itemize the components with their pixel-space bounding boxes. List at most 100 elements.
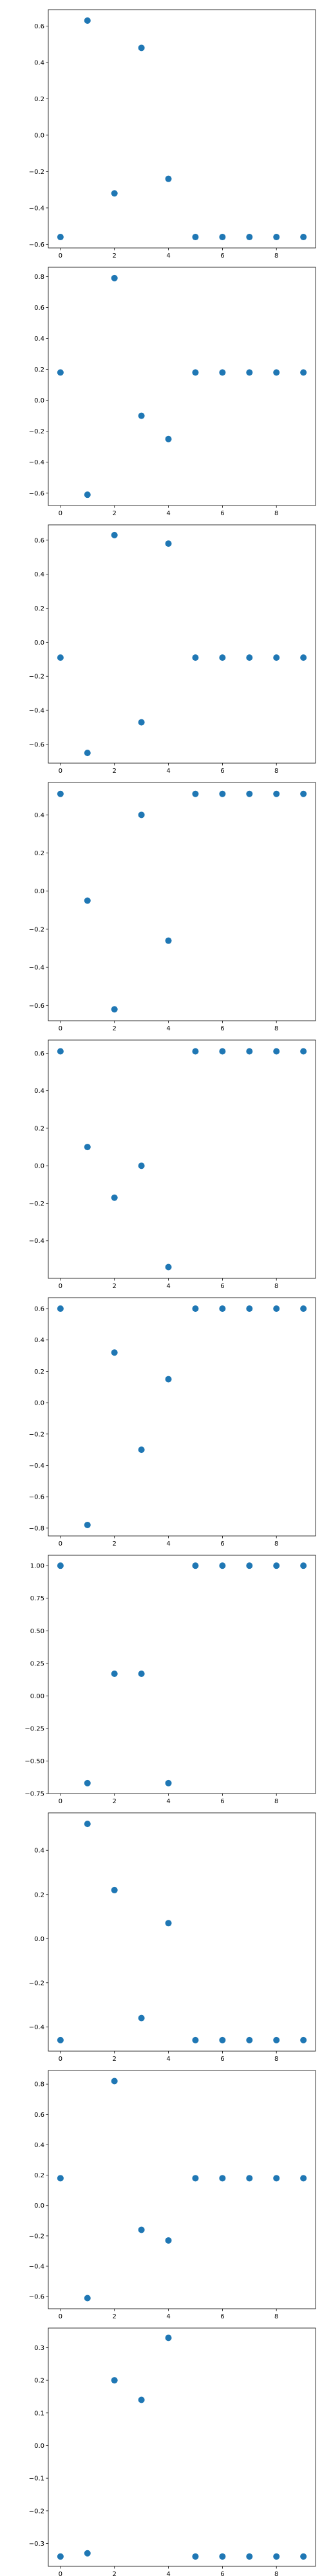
y-tick-label: −0.2 [29, 2508, 44, 2515]
y-tick-label: −0.6 [29, 2294, 44, 2301]
scatter-panel-7: 0 2 4 6 8 −0.75 −0.50 −0.25 0.00 0.25 0.50 0.75 1.00 [24, 1555, 316, 1805]
x-tick-label: 4 [166, 1540, 170, 1548]
y-tick-label: −0.2 [29, 169, 44, 176]
x-tick-label: 6 [220, 1798, 224, 1805]
data-point [273, 2036, 280, 2043]
data-point [273, 654, 280, 661]
y-tick-label: 0.8 [34, 274, 44, 281]
x-tick-label: 0 [59, 1540, 62, 1548]
data-point [192, 1305, 199, 1312]
x-tick-label: 2 [113, 252, 117, 260]
scatter-panel-8: 0 2 4 6 8 −0.4 −0.2 0.0 0.2 0.4 [29, 1812, 316, 2063]
data-point [138, 1162, 145, 1170]
data-point [138, 2396, 145, 2403]
data-point [57, 654, 64, 661]
data-point [57, 369, 64, 376]
x-tick-label: 4 [166, 768, 170, 775]
y-tick-label: −0.4 [29, 708, 44, 715]
data-point [138, 412, 145, 419]
data-point [84, 897, 91, 904]
data-point [111, 1194, 118, 1201]
data-point [192, 1562, 199, 1569]
scatter-panel-3: 0 2 4 6 8 −0.6 −0.4 −0.2 0.0 0.2 0.4 0.6 [29, 524, 316, 775]
y-tick-label: 0.0 [34, 2202, 44, 2210]
data-point [273, 1048, 280, 1055]
x-tick-label: 0 [59, 1025, 62, 1032]
y-tick-label: −0.2 [29, 926, 44, 933]
x-tick-label: 8 [274, 1025, 278, 1032]
y-tick-label: 0.4 [34, 1848, 44, 1855]
y-tick-label: 0.0 [34, 397, 44, 404]
data-point [246, 1048, 253, 1055]
data-point [138, 2014, 145, 2022]
data-point [57, 2175, 64, 2182]
data-point [111, 531, 118, 538]
y-tick-label: −0.6 [29, 741, 44, 748]
x-tick-label: 2 [113, 2056, 117, 2063]
y-tick-label: 0.00 [30, 1693, 44, 1700]
data-point [57, 2036, 64, 2043]
data-point [246, 2175, 253, 2182]
y-tick-label: 0.0 [34, 1400, 44, 1407]
y-tick-label: 0.6 [34, 23, 44, 30]
scatter-panel-6: 0 2 4 6 8 −0.8 −0.6 −0.4 −0.2 0.0 0.2 0.4 0.6 [29, 1297, 316, 1548]
x-tick-label: 0 [59, 2313, 62, 2320]
y-tick-label: −0.4 [29, 2024, 44, 2031]
y-tick-label: −0.50 [24, 1758, 44, 1765]
y-tick-label: 0.2 [34, 605, 44, 612]
data-point [111, 274, 118, 281]
y-tick-label: 0.75 [30, 1595, 44, 1602]
x-tick-label: 2 [113, 2313, 117, 2320]
y-tick-label: 0.2 [34, 96, 44, 103]
y-tick-label: −0.4 [29, 205, 44, 212]
x-tick-label: 2 [113, 1540, 117, 1548]
data-point [84, 1144, 91, 1151]
data-point [111, 2377, 118, 2384]
y-tick-label: −0.8 [29, 1525, 44, 1532]
data-point [111, 1670, 118, 1677]
data-point [246, 369, 253, 376]
x-tick-label: 0 [59, 768, 62, 775]
data-point [192, 234, 199, 241]
data-point [84, 2550, 91, 2557]
data-point [138, 811, 145, 819]
data-point [273, 369, 280, 376]
x-tick-label: 8 [274, 1540, 278, 1548]
data-point [84, 17, 91, 24]
data-point [84, 1821, 91, 1828]
data-point [165, 2334, 172, 2342]
data-point [57, 234, 64, 241]
y-tick-label: −0.2 [29, 428, 44, 435]
y-tick-label: 0.25 [30, 1660, 44, 1667]
x-tick-label: 2 [113, 2571, 117, 2576]
x-tick-label: 0 [59, 1798, 62, 1805]
data-point [300, 1562, 307, 1569]
x-tick-label: 6 [220, 510, 224, 517]
x-tick-label: 8 [274, 1798, 278, 1805]
y-tick-label: −0.4 [29, 1463, 44, 1470]
data-point [273, 1305, 280, 1312]
y-tick-label: −0.6 [29, 1494, 44, 1501]
y-tick-label: 0.6 [34, 1050, 44, 1057]
data-point [57, 790, 64, 797]
data-point [219, 2553, 226, 2560]
x-tick-label: 8 [274, 2056, 278, 2063]
scatter-panel-2: 0 2 4 6 8 −0.6 −0.4 −0.2 0.0 0.2 0.4 0.6 0.8 [29, 267, 316, 517]
y-tick-label: 0.4 [34, 1088, 44, 1095]
data-point [300, 234, 307, 241]
data-point [84, 1779, 91, 1786]
data-point [111, 1006, 118, 1013]
plot-area-frame [48, 1039, 316, 1279]
data-point [192, 1048, 199, 1055]
y-tick-label: 0.4 [34, 812, 44, 819]
y-tick-label: −0.4 [29, 2264, 44, 2271]
data-point [138, 1446, 145, 1454]
scatter-panel-4: 0 2 4 6 8 −0.6 −0.4 −0.2 0.0 0.2 0.4 [29, 782, 316, 1032]
y-tick-label: −0.25 [24, 1725, 44, 1732]
data-point [192, 790, 199, 797]
x-tick-label: 4 [166, 1798, 170, 1805]
x-tick-label: 8 [274, 510, 278, 517]
x-tick-label: 8 [274, 2571, 278, 2576]
x-tick-label: 4 [166, 1025, 170, 1032]
